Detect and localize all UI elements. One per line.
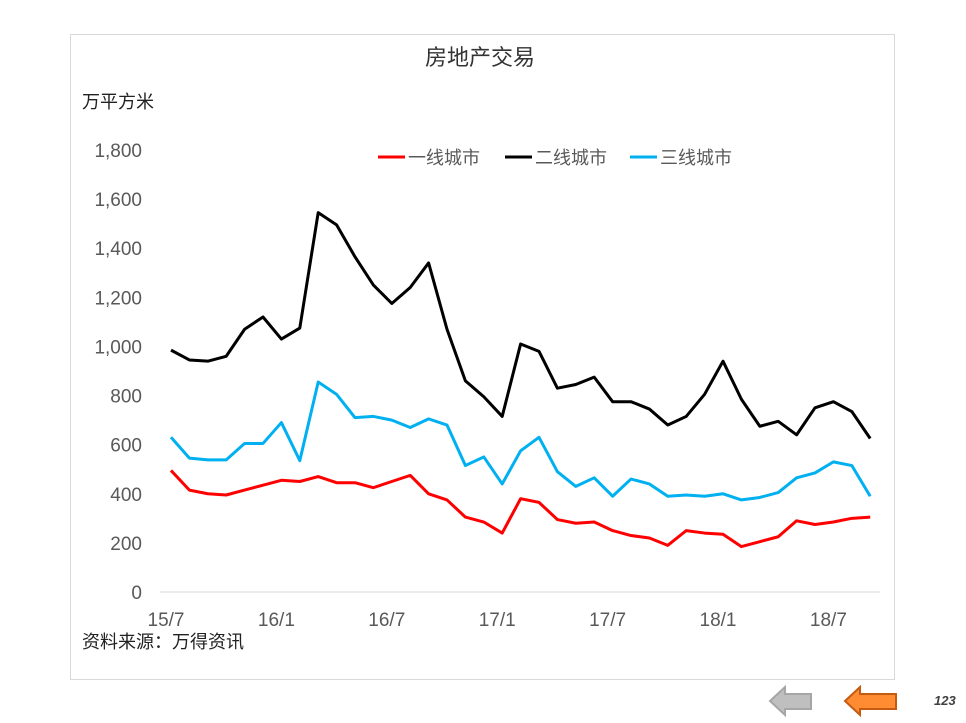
arrow-left-gray-icon — [768, 684, 812, 718]
legend-label: 一线城市 — [408, 148, 480, 169]
y-tick-label: 1,600 — [94, 190, 142, 211]
y-tick-label: 600 — [110, 436, 142, 457]
series-line-一线城市 — [169, 469, 871, 549]
y-tick-label: 1,200 — [94, 288, 142, 309]
y-tick-label: 800 — [110, 387, 142, 408]
legend-label: 二线城市 — [535, 148, 607, 169]
legend-item: 一线城市 — [378, 148, 480, 169]
series-line-三线城市 — [169, 380, 872, 502]
x-tick-label: 16/1 — [258, 610, 295, 631]
y-tick-label: 1,400 — [94, 239, 142, 260]
chart-frame — [70, 34, 895, 680]
forward-button[interactable] — [843, 684, 899, 723]
series-line-二线城市 — [170, 211, 872, 440]
back-button[interactable] — [768, 684, 814, 723]
legend-item: 三线城市 — [630, 148, 732, 169]
legend-label: 三线城市 — [660, 148, 732, 169]
x-tick-label: 16/7 — [368, 610, 405, 631]
x-tick-label: 15/7 — [148, 610, 185, 631]
x-tick-label: 18/7 — [810, 610, 847, 631]
y-tick-label: 0 — [131, 583, 142, 604]
y-tick-label: 1,000 — [94, 337, 142, 358]
y-tick-label: 400 — [110, 485, 142, 506]
chart-title: 房地产交易 — [425, 46, 535, 71]
arrow-left-orange-icon — [843, 684, 897, 718]
x-tick-label: 17/1 — [479, 610, 516, 631]
y-axis-unit-label: 万平方米 — [82, 92, 154, 113]
page-number: 123 — [934, 693, 956, 708]
x-tick-label: 18/1 — [700, 610, 737, 631]
source-note: 资料来源：万得资讯 — [82, 632, 244, 653]
x-tick-label: 17/7 — [589, 610, 626, 631]
y-tick-label: 1,800 — [94, 141, 142, 162]
legend-item: 二线城市 — [505, 148, 607, 169]
y-tick-label: 200 — [110, 534, 142, 555]
